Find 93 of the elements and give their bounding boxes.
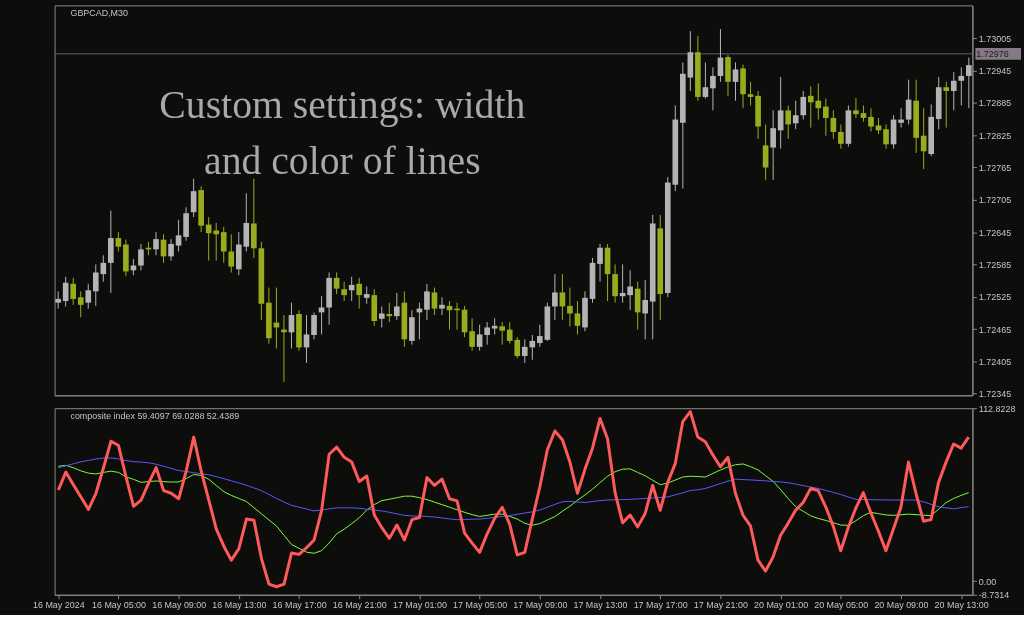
candlestick (424, 283, 430, 321)
candlestick (958, 66, 965, 107)
candlestick (710, 66, 716, 111)
y-tick-label: 1.72705 (978, 195, 1012, 206)
candlestick (898, 107, 904, 129)
x-tick-label: 16 May 17:00 (272, 600, 327, 611)
candlestick (529, 334, 536, 361)
y-tick-label: 1.72945 (978, 66, 1012, 77)
candlestick (341, 281, 347, 302)
candlestick (702, 61, 709, 100)
candlestick (469, 317, 475, 352)
candlestick (838, 123, 844, 150)
chart-title: GBPCAD,M30 (70, 8, 128, 19)
line-series (56, 410, 971, 589)
y-tick-label: 1.73005 (978, 33, 1012, 44)
x-tick-label: 20 May 09:00 (874, 600, 929, 611)
y-tick-label: 1.72765 (978, 162, 1012, 173)
candlestick (55, 290, 61, 310)
x-tick-label: 17 May 01:00 (392, 600, 448, 611)
candlestick (77, 290, 84, 318)
y-tick-label: 1.72405 (978, 356, 1012, 367)
candlestick (627, 269, 633, 311)
candlestick (228, 233, 235, 274)
candlestick (356, 277, 363, 310)
line-series (57, 463, 970, 554)
candlestick (785, 105, 792, 140)
candlestick (537, 324, 543, 348)
candlestick (168, 238, 174, 262)
candlestick (484, 321, 490, 346)
candlestick (567, 287, 573, 327)
x-tick-label: 17 May 09:00 (513, 600, 568, 611)
candlestick (950, 71, 957, 111)
y-tick-label: 1.72465 (978, 324, 1012, 335)
candlestick (85, 283, 92, 310)
x-tick-label: 17 May 17:00 (633, 600, 688, 611)
candlestick (853, 97, 859, 119)
candlestick (597, 243, 603, 283)
candlestick (378, 305, 385, 328)
candlestick (552, 273, 558, 321)
y-tick-label: 1.72885 (978, 98, 1012, 109)
candlestick (574, 300, 581, 335)
x-tick-label: 20 May 13:00 (934, 600, 989, 611)
candlestick (115, 231, 122, 253)
candlestick (499, 321, 506, 346)
x-tick-label: 16 May 2024 (33, 600, 85, 611)
candlestick (394, 292, 400, 321)
candlestick (70, 277, 77, 306)
x-tick-label: 16 May 21:00 (332, 600, 387, 611)
candlestick (153, 231, 159, 256)
candlestick (792, 100, 799, 130)
candlestick (333, 272, 340, 295)
candlestick (868, 107, 874, 132)
candlestick (431, 287, 438, 316)
candlestick (770, 109, 776, 181)
candlestick (943, 81, 950, 129)
y-tick-label: 1.72825 (978, 130, 1012, 141)
candlestick (732, 61, 739, 102)
candlestick (476, 324, 483, 352)
candlestick (409, 309, 415, 346)
y-tick-label: 1.72345 (978, 389, 1012, 400)
x-tick-label: 17 May 21:00 (693, 600, 748, 611)
candlestick (220, 226, 227, 264)
x-tick-label: 16 May 09:00 (152, 600, 207, 611)
candlestick (213, 222, 220, 262)
y-tick-label: 1.72645 (978, 227, 1012, 238)
y-tick-label: -8.7314 (978, 590, 1010, 601)
x-tick-label: 20 May 05:00 (814, 600, 869, 611)
y-tick-label: 1.72525 (978, 292, 1012, 303)
x-tick-label: 16 May 13:00 (212, 600, 267, 611)
candlestick (642, 279, 649, 340)
y-tick-label: 1.72585 (978, 259, 1012, 270)
candlestick (800, 90, 807, 121)
x-tick-label: 20 May 01:00 (754, 600, 809, 611)
candlestick (138, 243, 144, 271)
candlestick (311, 311, 317, 340)
candlestick (823, 98, 829, 137)
y-tick-label: 0.00 (978, 576, 997, 587)
line-series (57, 457, 970, 521)
candlestick (183, 206, 189, 242)
x-tick-label: 17 May 05:00 (453, 600, 508, 611)
candlestick (883, 123, 889, 150)
x-tick-label: 17 May 13:00 (573, 600, 628, 611)
candlestick (175, 219, 182, 253)
ref-line-label: 1.72976 (976, 48, 1009, 59)
candlestick (439, 296, 445, 316)
candlestick (747, 81, 754, 107)
annotation: Custom settings: width and color of lines (159, 83, 526, 184)
x-tick-label: 16 May 05:00 (91, 600, 147, 611)
y-tick-label: 112.8228 (978, 403, 1016, 414)
candlestick (521, 338, 528, 364)
chart-title: composite index 59.4097 69.0288 52.4389 (70, 411, 240, 422)
candlestick (612, 263, 618, 304)
candlestick (386, 302, 393, 323)
